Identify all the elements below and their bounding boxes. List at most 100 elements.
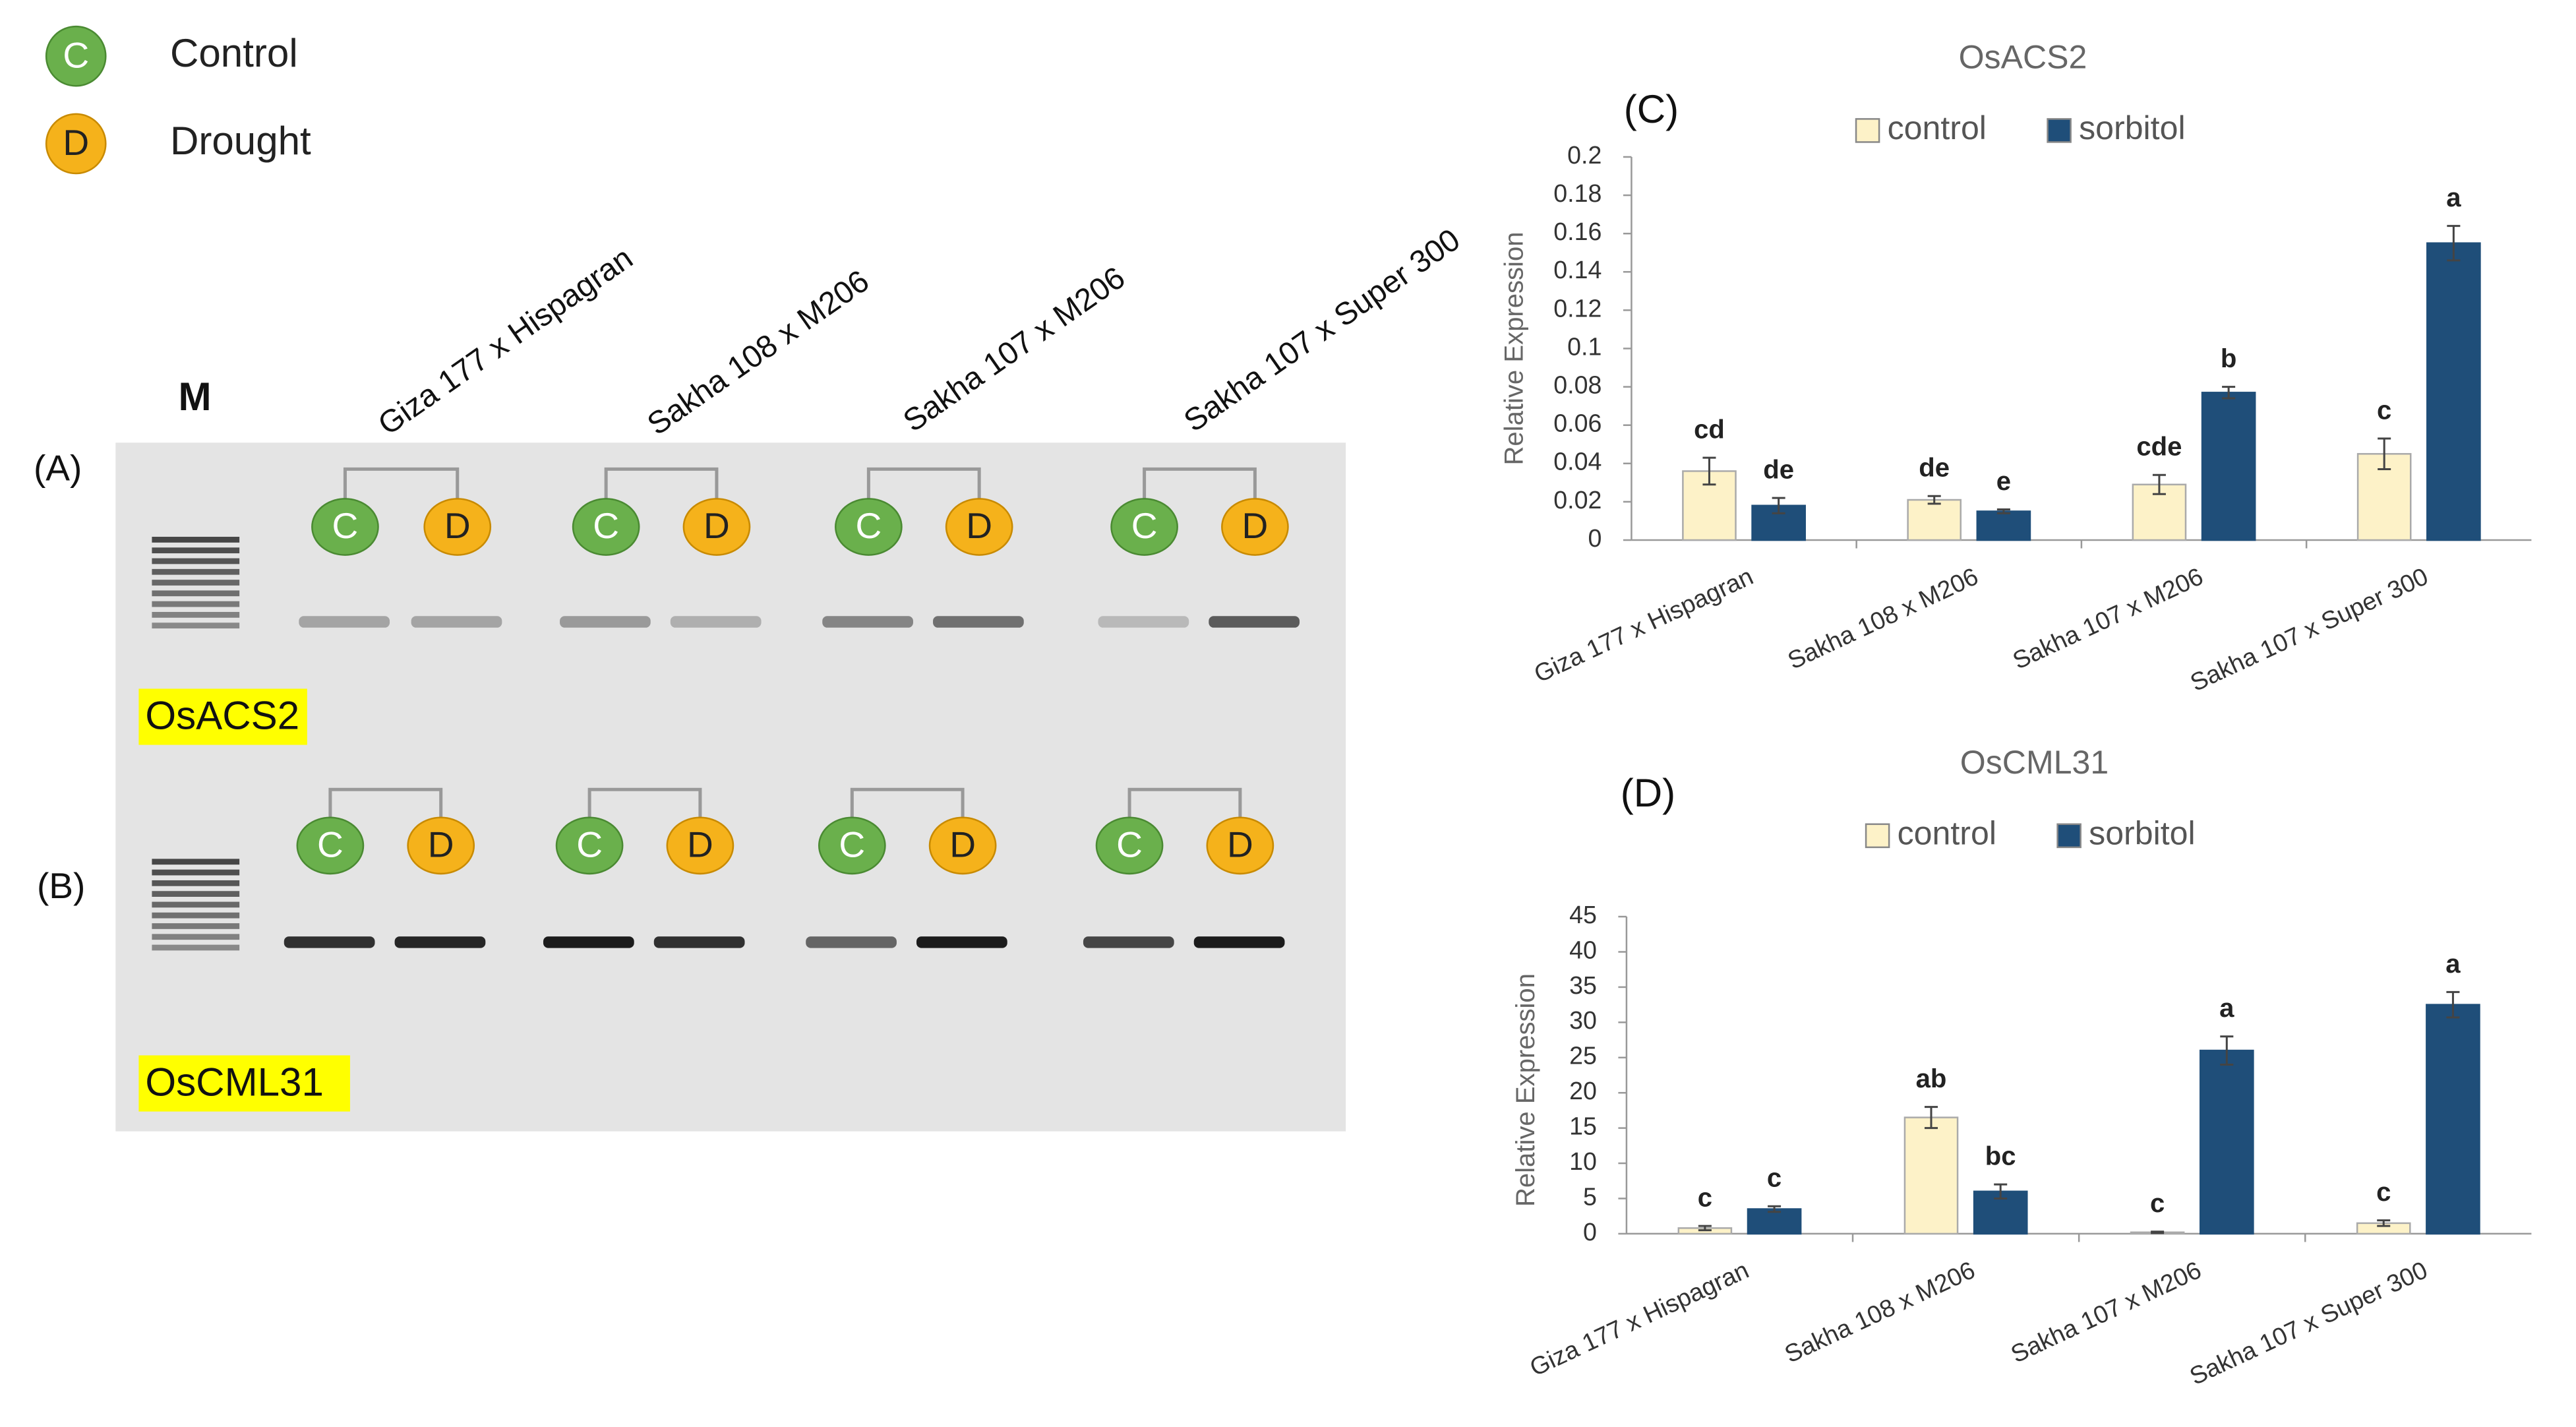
bracket xyxy=(604,467,719,499)
marker-label: M xyxy=(178,375,211,419)
chart-title: OsCML31 xyxy=(1960,744,2109,781)
y-axis-label: Relative Expression xyxy=(1511,973,1540,1207)
gene-label-bg xyxy=(138,1055,350,1112)
y-tick-label: 0.14 xyxy=(1553,256,1602,284)
drought-symbol: D xyxy=(966,505,992,546)
significance-letter: a xyxy=(2445,950,2461,979)
gel-band xyxy=(394,936,486,948)
ladder-band xyxy=(152,590,240,597)
y-tick-label: 25 xyxy=(1569,1042,1597,1070)
legend-swatch xyxy=(1865,823,1890,849)
gel-band xyxy=(670,616,762,628)
significance-letter: c xyxy=(1698,1184,1712,1213)
legend-drought-symbol: D xyxy=(63,122,89,163)
gel-band xyxy=(1193,936,1285,948)
drought-symbol: D xyxy=(1242,505,1269,546)
drought-symbol: D xyxy=(444,505,471,546)
panel-label: (B) xyxy=(37,865,85,906)
control-symbol: C xyxy=(317,824,344,865)
control-symbol: C xyxy=(1116,824,1143,865)
y-tick-label: 0 xyxy=(1583,1218,1597,1246)
ladder-band xyxy=(152,880,240,886)
y-tick-label: 20 xyxy=(1569,1077,1597,1105)
gel-band xyxy=(1083,936,1174,948)
gel-band xyxy=(933,616,1024,628)
gel-band xyxy=(299,616,390,628)
control-symbol: C xyxy=(1131,505,1158,546)
legend-swatch xyxy=(2056,823,2082,849)
y-tick-label: 0.1 xyxy=(1567,332,1602,360)
ladder-band xyxy=(152,912,240,919)
control-symbol: C xyxy=(576,824,603,865)
drought-icon xyxy=(407,816,475,875)
bracket xyxy=(343,467,460,499)
y-axis-label: Relative Expression xyxy=(1500,231,1529,465)
bracket xyxy=(328,787,443,818)
panel-label: (A) xyxy=(34,447,82,488)
error-bar xyxy=(1698,1225,1712,1232)
ladder-band xyxy=(152,901,240,908)
ladder-band xyxy=(152,859,240,865)
error-bar xyxy=(2447,225,2461,262)
significance-letter: de xyxy=(1763,456,1794,485)
gel-band xyxy=(543,936,634,948)
ladder-band xyxy=(152,944,240,951)
ladder-band xyxy=(152,611,240,618)
control-symbol: C xyxy=(839,824,865,865)
bracket xyxy=(1143,467,1257,499)
legend-swatch xyxy=(2047,118,2072,143)
error-bar xyxy=(1768,1205,1782,1213)
ladder-band xyxy=(152,558,240,564)
lane-label: Sakha 108 x M206 xyxy=(641,264,875,442)
error-bar xyxy=(1994,1183,2008,1199)
x-tick-label: Sakha 107 x Super 300 xyxy=(2185,1256,2431,1390)
ladder-band xyxy=(152,537,240,543)
ladder-band xyxy=(152,869,240,876)
control-icon xyxy=(572,498,640,556)
x-tick-label: Giza 177 x Hispagran xyxy=(1526,1256,1753,1381)
control-symbol: C xyxy=(332,505,359,546)
significance-letter: c xyxy=(2377,396,2391,425)
significance-letter: c xyxy=(1767,1164,1782,1193)
significance-letter: bc xyxy=(1985,1142,2016,1171)
error-bar xyxy=(2220,1035,2234,1066)
bar xyxy=(2426,1004,2480,1235)
bracket xyxy=(1127,787,1242,818)
gel-band xyxy=(653,936,745,948)
drought-icon xyxy=(1221,498,1289,556)
control-icon xyxy=(1095,816,1164,875)
bar xyxy=(1903,1116,1959,1235)
lane-label: Giza 177 x Hispagran xyxy=(372,241,639,442)
x-tick-label: Sakha 108 x M206 xyxy=(1783,562,1983,674)
gel-band xyxy=(916,936,1007,948)
legend-label: sorbitol xyxy=(2079,109,2185,146)
error-bar xyxy=(1996,508,2010,514)
drought-icon xyxy=(928,816,997,875)
drought-icon xyxy=(423,498,492,556)
drought-icon xyxy=(682,498,751,556)
legend-label: control xyxy=(1898,815,1996,852)
control-icon xyxy=(296,816,365,875)
gene-label: OsCML31 xyxy=(145,1060,324,1104)
bar xyxy=(2201,392,2256,541)
x-tick-label: Giza 177 x Hispagran xyxy=(1530,562,1757,688)
significance-letter: de xyxy=(1919,454,1950,483)
gel-band xyxy=(284,936,375,948)
significance-letter: c xyxy=(2376,1178,2391,1207)
y-tick-label: 45 xyxy=(1569,901,1597,928)
ladder-band xyxy=(152,547,240,554)
y-tick-label: 0.02 xyxy=(1553,486,1602,514)
bar xyxy=(2426,242,2481,541)
y-tick-label: 5 xyxy=(1583,1182,1597,1210)
significance-letter: e xyxy=(1996,467,2011,496)
drought-symbol: D xyxy=(1227,824,1253,865)
gel-band xyxy=(806,936,897,948)
ladder-band xyxy=(152,568,240,575)
significance-letter: ab xyxy=(1916,1064,1947,1093)
legend-drought-icon xyxy=(45,113,107,175)
bracket xyxy=(850,787,965,818)
gel-lanes: C D C D C D C D C D C D C D C D xyxy=(152,467,1300,951)
error-bar xyxy=(2446,990,2460,1019)
control-symbol: C xyxy=(593,505,619,546)
